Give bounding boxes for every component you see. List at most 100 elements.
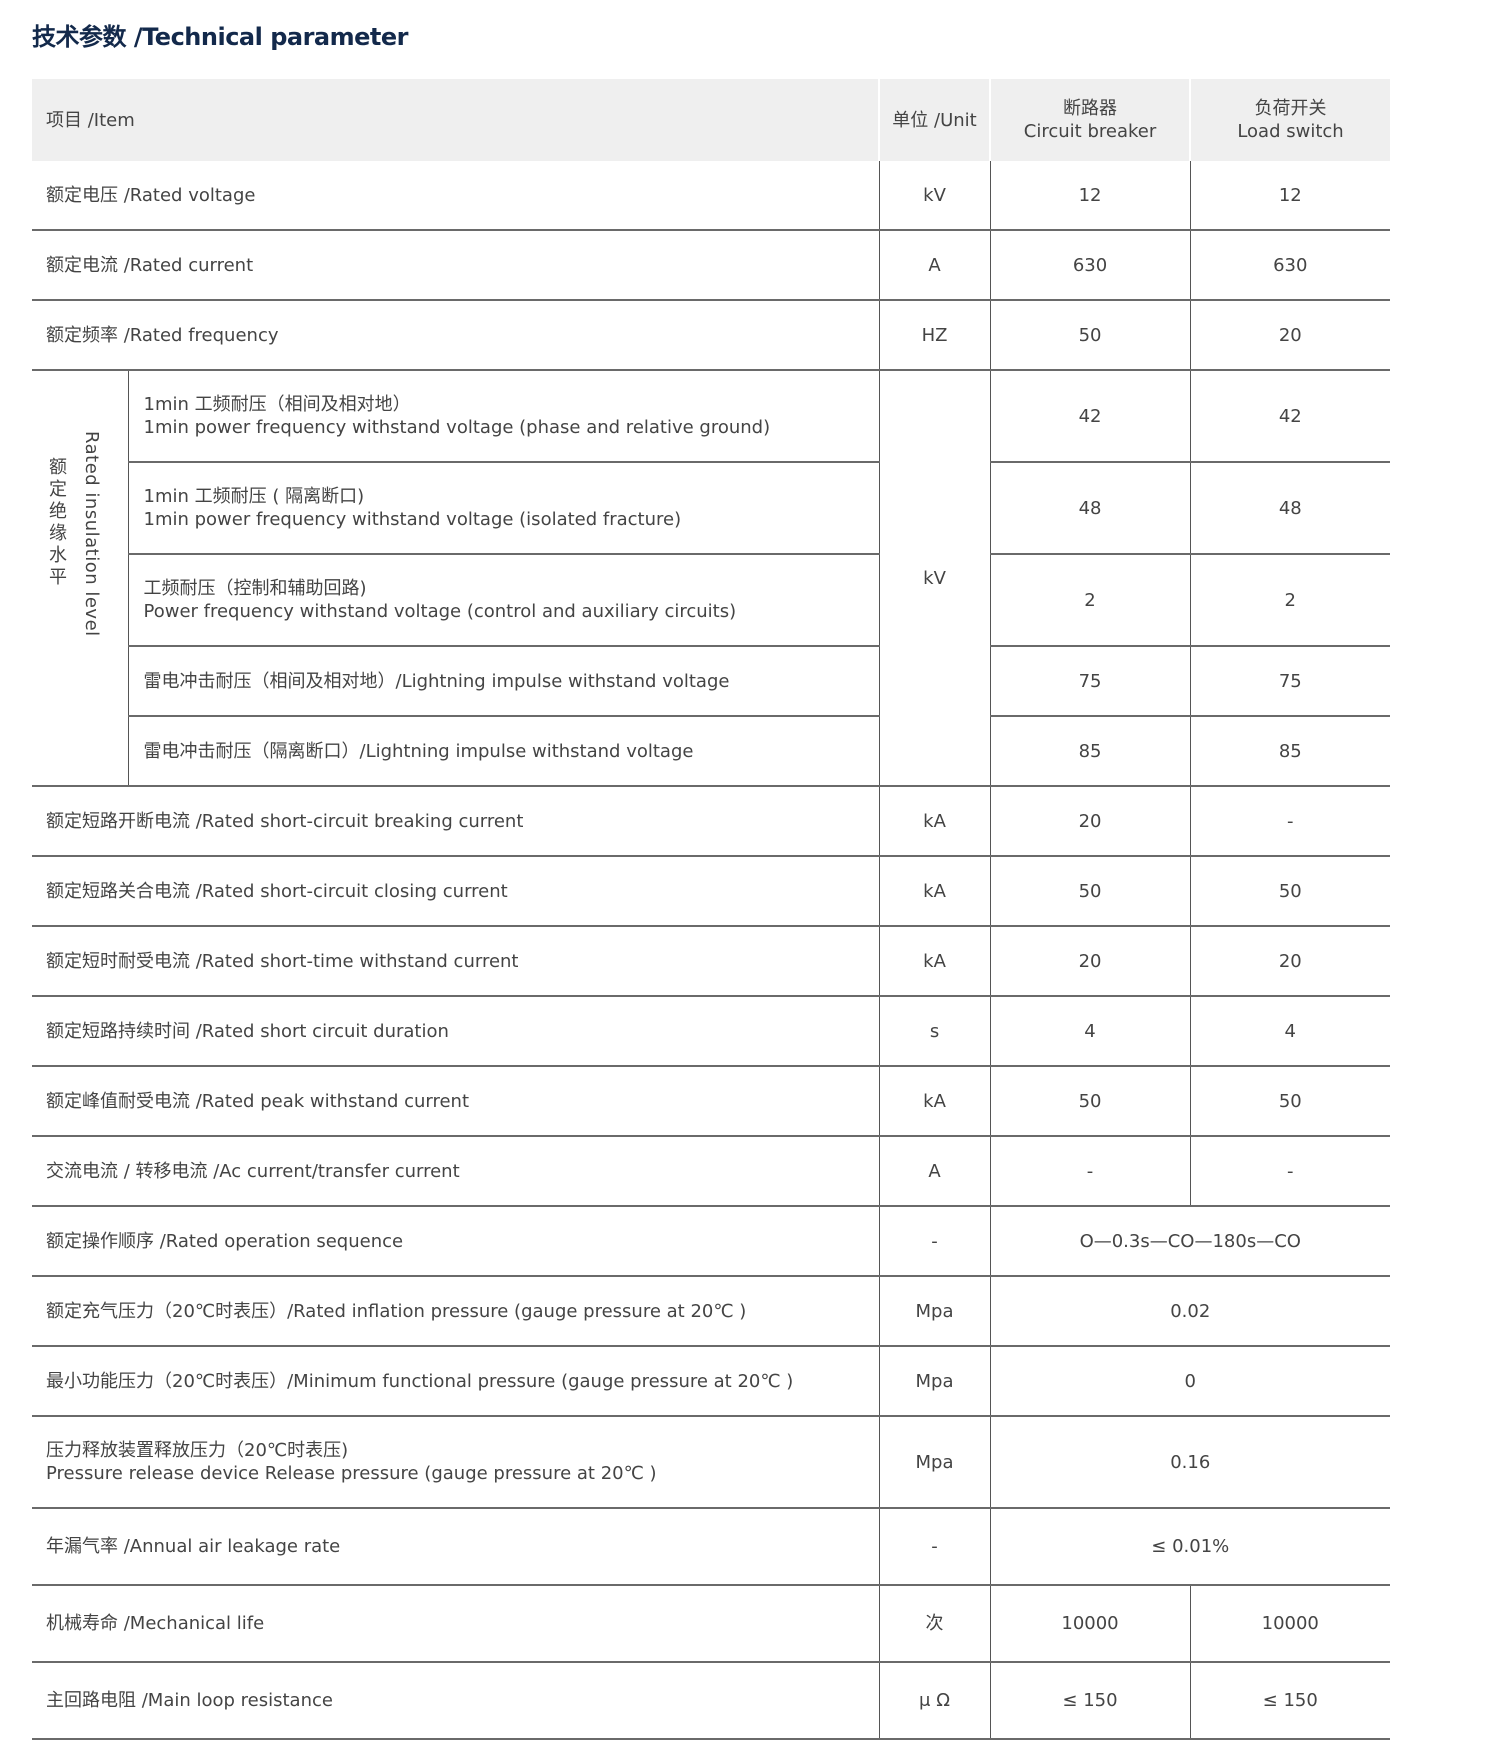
row-value-circuit-breaker: 75: [989, 646, 1191, 717]
row-value-shared: O—0.3s—CO—180s—CO: [989, 1206, 1391, 1277]
row-item-label: 交流电流 / 转移电流 /Ac current/transfer current: [46, 1160, 460, 1182]
row-item: 压力释放装置释放压力（20℃时表压) Pressure release devic…: [32, 1416, 880, 1509]
row-value-circuit-breaker: ≤ 150: [989, 1662, 1191, 1740]
row-item: 额定短路关合电流 /Rated short-circuit closing cu…: [32, 856, 880, 927]
insulation-group-cell: 额定绝缘水平 Rated insulation level: [32, 370, 128, 787]
row-value-load-switch: 48: [1189, 462, 1391, 555]
table-row: 压力释放装置释放压力（20℃时表压) Pressure release devic…: [32, 1416, 1391, 1509]
row-unit: s: [878, 996, 991, 1067]
row-value-load-switch: 85: [1189, 716, 1391, 787]
row-unit: Mpa: [878, 1346, 991, 1417]
row-item-label-en: 1min power frequency withstand voltage (…: [143, 509, 682, 530]
row-item-label: 额定短路开断电流 /Rated short-circuit breaking c…: [46, 810, 524, 832]
row-value-load-switch: 4: [1189, 996, 1391, 1067]
header-item: 项目 /Item: [32, 79, 880, 161]
row-value-circuit-breaker: 50: [989, 300, 1191, 371]
row-value-load-switch: 10000: [1189, 1585, 1391, 1663]
row-value-circuit-breaker: 85: [989, 716, 1191, 787]
row-item-label: 年漏气率 /Annual air leakage rate: [46, 1536, 341, 1557]
page-title: 技术参数 /Technical parameter: [32, 23, 409, 51]
table-row: 1min 工频耐压 ( 隔离断口) 1min power frequency wi…: [32, 462, 1391, 555]
row-item: 额定峰值耐受电流 /Rated peak withstand current: [32, 1066, 880, 1137]
row-item: 最小功能压力（20℃时表压）/Minimum functional pressu…: [32, 1346, 880, 1417]
row-unit: kA: [878, 926, 991, 997]
table-row: 额定短时耐受电流 /Rated short-time withstand cur…: [32, 926, 1391, 997]
row-value-load-switch: 2: [1189, 554, 1391, 647]
row-value-circuit-breaker: 20: [989, 926, 1191, 997]
row-value-circuit-breaker: -: [989, 1136, 1191, 1207]
table-row: 额定短路开断电流 /Rated short-circuit breaking c…: [32, 786, 1391, 857]
table-row: 机械寿命 /Mechanical life 次 10000 10000: [32, 1585, 1391, 1663]
row-value-load-switch: 630: [1189, 230, 1391, 301]
row-item-label: 额定短路关合电流 /Rated short-circuit closing cu…: [46, 880, 508, 902]
row-item: 额定频率 /Rated frequency: [32, 300, 880, 371]
row-unit: Mpa: [878, 1416, 991, 1509]
header-load-switch: 负荷开关 Load switch: [1189, 79, 1391, 161]
row-value-load-switch: 50: [1189, 1066, 1391, 1137]
row-unit: -: [878, 1206, 991, 1277]
table-row: 额定绝缘水平 Rated insulation level 1min 工频耐压（相…: [32, 370, 1391, 787]
table-row: 主回路电阻 /Main loop resistance μ Ω ≤ 150 ≤ 150: [32, 1662, 1391, 1740]
table-row: 工频耐压（控制和辅助回路) Power frequency withstand v…: [32, 554, 1391, 647]
row-item-label-en: Pressure release device Release pressure…: [46, 1463, 657, 1484]
table-row: 最小功能压力（20℃时表压）/Minimum functional pressu…: [32, 1346, 1391, 1417]
row-item: 工频耐压（控制和辅助回路) Power frequency withstand v…: [127, 554, 880, 647]
row-unit: A: [878, 1136, 991, 1207]
row-item-label: 额定充气压力（20℃时表压）/Rated inflation pressure …: [46, 1300, 747, 1322]
group-label-en: Rated insulation level: [81, 431, 102, 637]
row-value-load-switch: 20: [1189, 926, 1391, 997]
table-row: 额定操作顺序 /Rated operation sequence - O—0.3s—…: [32, 1206, 1391, 1277]
row-item: 1min 工频耐压（相间及相对地） 1min power frequency wi…: [127, 370, 880, 463]
header-circuit-breaker: 断路器 Circuit breaker: [989, 79, 1191, 161]
row-value-shared: 0.16: [989, 1416, 1391, 1509]
row-item-label: 额定电流 /Rated current: [46, 254, 254, 276]
row-item-label: 额定频率 /Rated frequency: [46, 324, 279, 346]
group-label-cn: 额定绝缘水平: [49, 457, 67, 588]
table-row: 额定短路持续时间 /Rated short circuit duration s 4…: [32, 996, 1391, 1067]
row-item-label: 额定操作顺序 /Rated operation sequence: [46, 1230, 404, 1252]
table-row: 额定短路关合电流 /Rated short-circuit closing cu…: [32, 856, 1391, 927]
row-item-label: 工频耐压（控制和辅助回路): [143, 578, 367, 599]
row-item: 机械寿命 /Mechanical life: [32, 1585, 880, 1663]
header-ls-en: Load switch: [1237, 121, 1344, 142]
row-value-shared: ≤ 0.01%: [989, 1508, 1391, 1586]
row-item: 额定充气压力（20℃时表压）/Rated inflation pressure …: [32, 1276, 880, 1347]
row-value-circuit-breaker: 2: [989, 554, 1191, 647]
row-value-load-switch: 42: [1189, 370, 1391, 463]
row-item-label: 1min 工频耐压 ( 隔离断口): [143, 486, 365, 507]
row-item-label: 雷电冲击耐压（隔离断口）/Lightning impulse withstand…: [143, 740, 694, 762]
row-item-label: 压力释放装置释放压力（20℃时表压): [46, 1440, 349, 1461]
row-item: 交流电流 / 转移电流 /Ac current/transfer current: [32, 1136, 880, 1207]
row-unit: kA: [878, 786, 991, 857]
row-unit: 次: [878, 1585, 991, 1663]
table-row: 额定电压 /Rated voltage kV 12 12: [32, 161, 1391, 231]
header-ls-cn: 负荷开关: [1254, 98, 1327, 119]
row-item-label: 1min 工频耐压（相间及相对地）: [143, 394, 411, 415]
row-item: 雷电冲击耐压（相间及相对地）/Lightning impulse withsta…: [127, 646, 880, 717]
row-item: 额定操作顺序 /Rated operation sequence: [32, 1206, 880, 1277]
row-item: 主回路电阻 /Main loop resistance: [32, 1662, 880, 1740]
row-item-label: 额定电压 /Rated voltage: [46, 184, 256, 206]
row-item-label-en: Power frequency withstand voltage (contr…: [143, 601, 737, 622]
row-unit: μ Ω: [878, 1662, 991, 1740]
row-item: 额定短时耐受电流 /Rated short-time withstand cur…: [32, 926, 880, 997]
row-item-label: 额定峰值耐受电流 /Rated peak withstand current: [46, 1090, 470, 1112]
technical-parameter-table: 项目 /Item 单位 /Unit 断路器 Circuit breaker 负荷开…: [32, 79, 1391, 1740]
row-item: 额定电流 /Rated current: [32, 230, 880, 301]
row-unit: HZ: [878, 300, 991, 371]
row-value-circuit-breaker: 630: [989, 230, 1191, 301]
row-value-circuit-breaker: 50: [989, 1066, 1191, 1137]
row-item: 年漏气率 /Annual air leakage rate: [32, 1508, 880, 1586]
row-item-label: 最小功能压力（20℃时表压）/Minimum functional pressu…: [46, 1370, 794, 1392]
row-item: 1min 工频耐压 ( 隔离断口) 1min power frequency wi…: [127, 462, 880, 555]
row-unit: Mpa: [878, 1276, 991, 1347]
row-value-load-switch: 75: [1189, 646, 1391, 717]
row-unit: kA: [878, 1066, 991, 1137]
row-item-label: 主回路电阻 /Main loop resistance: [46, 1690, 333, 1711]
row-item: 额定短路持续时间 /Rated short circuit duration: [32, 996, 880, 1067]
row-item-label: 雷电冲击耐压（相间及相对地）/Lightning impulse withsta…: [143, 670, 730, 692]
row-item: 雷电冲击耐压（隔离断口）/Lightning impulse withstand…: [127, 716, 880, 787]
table-row: 雷电冲击耐压（隔离断口）/Lightning impulse withstand…: [32, 716, 1391, 787]
row-value-circuit-breaker: 20: [989, 786, 1191, 857]
row-value-load-switch: 50: [1189, 856, 1391, 927]
